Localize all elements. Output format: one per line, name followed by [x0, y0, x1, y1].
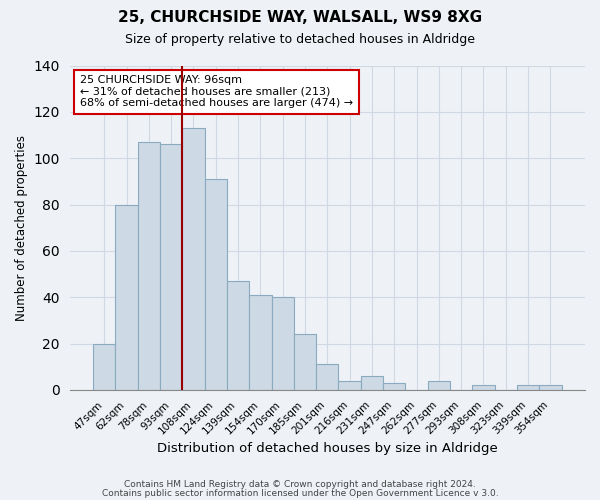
Bar — [137, 142, 160, 390]
Text: 25, CHURCHSIDE WAY, WALSALL, WS9 8XG: 25, CHURCHSIDE WAY, WALSALL, WS9 8XG — [118, 10, 482, 25]
Y-axis label: Number of detached properties: Number of detached properties — [15, 134, 28, 320]
Text: Contains public sector information licensed under the Open Government Licence v : Contains public sector information licen… — [101, 490, 499, 498]
Bar — [227, 281, 249, 390]
Bar — [472, 385, 494, 390]
Bar — [338, 380, 361, 390]
Bar — [428, 380, 450, 390]
Bar — [115, 204, 137, 390]
Text: Size of property relative to detached houses in Aldridge: Size of property relative to detached ho… — [125, 32, 475, 46]
Bar — [182, 128, 205, 390]
Bar — [383, 383, 406, 390]
Bar — [316, 364, 338, 390]
Bar — [272, 297, 294, 390]
Bar — [249, 295, 272, 390]
Bar — [539, 385, 562, 390]
Text: 25 CHURCHSIDE WAY: 96sqm
← 31% of detached houses are smaller (213)
68% of semi-: 25 CHURCHSIDE WAY: 96sqm ← 31% of detach… — [80, 75, 353, 108]
Text: Contains HM Land Registry data © Crown copyright and database right 2024.: Contains HM Land Registry data © Crown c… — [124, 480, 476, 489]
Bar — [361, 376, 383, 390]
Bar — [160, 144, 182, 390]
Bar — [517, 385, 539, 390]
X-axis label: Distribution of detached houses by size in Aldridge: Distribution of detached houses by size … — [157, 442, 498, 455]
Bar — [93, 344, 115, 390]
Bar — [205, 179, 227, 390]
Bar — [294, 334, 316, 390]
